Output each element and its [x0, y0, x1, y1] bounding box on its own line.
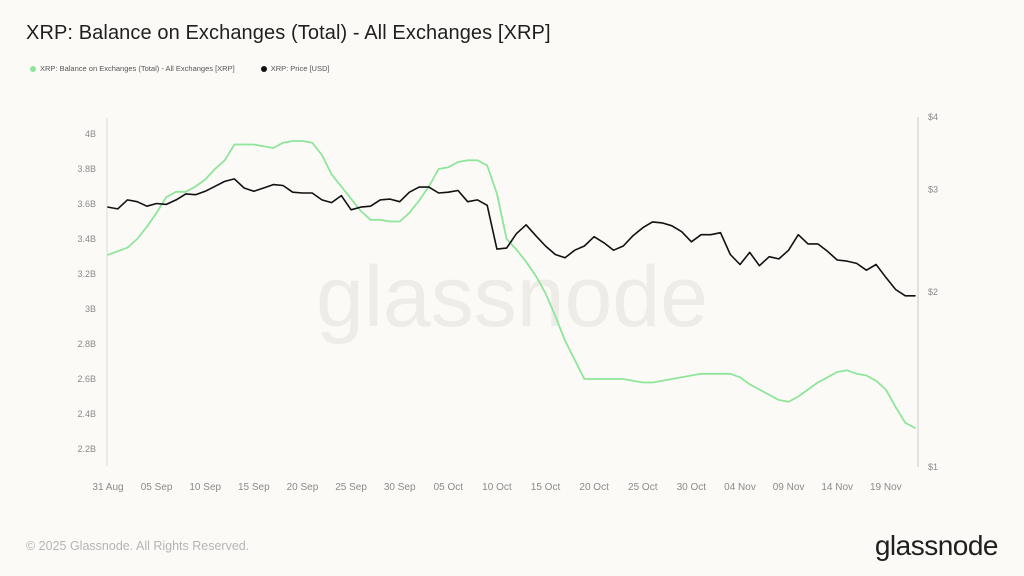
x-tick-label: 20 Sep	[287, 482, 319, 493]
right-tick-label: $3	[928, 185, 938, 195]
watermark: glassnode	[316, 249, 708, 345]
x-tick-label: 30 Oct	[677, 482, 707, 493]
x-tick-label: 05 Sep	[141, 482, 173, 493]
right-tick-label: $4	[928, 112, 938, 122]
x-tick-label: 19 Nov	[870, 482, 902, 493]
right-tick-label: $2	[928, 287, 938, 297]
brand-logo[interactable]: glassnode	[874, 530, 999, 561]
series-line-balance[interactable]	[107, 140, 916, 429]
left-tick-label: 3B	[85, 304, 96, 314]
right-tick-label: $1	[928, 462, 938, 472]
x-tick-label: 10 Oct	[482, 482, 512, 493]
x-tick-label: 09 Nov	[773, 482, 805, 493]
x-tick-label: 05 Oct	[434, 482, 464, 493]
legend-item-price[interactable]: XRP: Price [USD]	[260, 64, 330, 73]
left-axis: 4B 3.8B 3.6B 3.4B 3.2B 3B 2.8B 2.6B 2.4B 2.2B	[77, 118, 108, 466]
x-tick-label: 25 Oct	[628, 482, 658, 493]
legend: XRP: Balance on Exchanges (Total) - All …	[30, 64, 329, 73]
copyright-notice: © 2025 Glassnode. All Rights Reserved.	[26, 539, 250, 553]
legend-dot-price-icon	[260, 65, 267, 72]
left-tick-label: 3.2B	[77, 269, 96, 279]
x-tick-label: 15 Oct	[531, 482, 561, 493]
left-tick-label: 2.2B	[77, 444, 96, 454]
left-tick-label: 2.6B	[77, 374, 96, 384]
legend-label-balance: XRP: Balance on Exchanges (Total) - All …	[40, 64, 235, 73]
left-tick-label: 3.6B	[77, 199, 96, 209]
left-tick-label: 4B	[85, 129, 96, 139]
chart-title: XRP: Balance on Exchanges (Total) - All …	[26, 22, 551, 44]
left-tick-label: 3.8B	[77, 164, 96, 174]
left-tick-label: 2.8B	[77, 339, 96, 349]
series-line-price[interactable]	[107, 178, 916, 297]
x-tick-label: 10 Sep	[189, 482, 221, 493]
series-group	[107, 140, 916, 429]
left-tick-label: 2.4B	[77, 409, 96, 419]
left-tick-label: 3.4B	[77, 234, 96, 244]
x-tick-label: 04 Nov	[724, 482, 756, 493]
legend-label-price: XRP: Price [USD]	[270, 64, 330, 73]
x-tick-label: 20 Oct	[579, 482, 609, 493]
x-tick-label: 30 Sep	[384, 482, 416, 493]
x-tick-label: 14 Nov	[821, 482, 853, 493]
x-axis: 31 Aug 05 Sep 10 Sep 15 Sep 20 Sep 25 Sep 30 S…	[92, 482, 901, 493]
x-tick-label: 15 Sep	[238, 482, 270, 493]
legend-item-balance[interactable]: XRP: Balance on Exchanges (Total) - All …	[30, 64, 235, 73]
x-tick-label: 31 Aug	[92, 482, 123, 493]
right-axis: $4 $3 $2 $1	[917, 112, 938, 472]
legend-dot-balance-icon	[30, 65, 36, 72]
x-tick-label: 25 Sep	[335, 482, 367, 493]
